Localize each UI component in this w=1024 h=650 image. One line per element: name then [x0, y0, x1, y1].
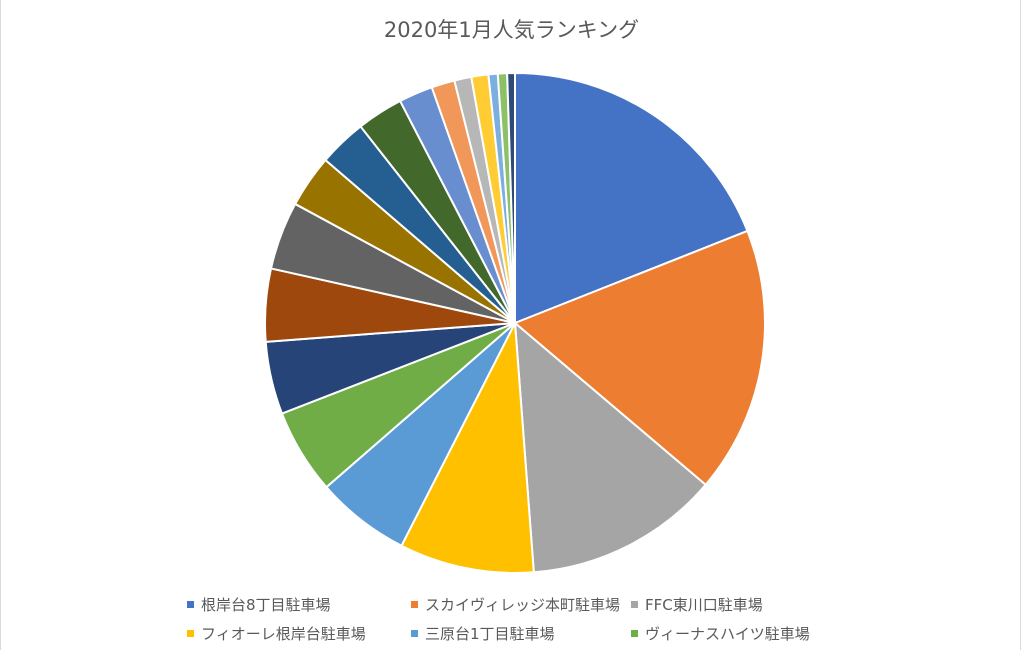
pie-slice-2 — [514, 229, 766, 486]
legend-swatch-2 — [411, 601, 418, 608]
legend-label-2: スカイヴィレッジ本町駐車場 — [425, 596, 621, 614]
legend-item-1: 根岸台8丁目駐車場 — [187, 596, 331, 614]
legend-swatch-1 — [187, 601, 194, 608]
pie-slice-19 — [506, 71, 516, 324]
legend-swatch-5 — [411, 630, 418, 637]
legend-item-3: FFC東川口駐車場 — [631, 596, 763, 614]
legend-label-5: 三原台1丁目駐車場 — [425, 625, 555, 643]
chart-title: 2020年1月人気ランキング — [383, 18, 640, 42]
legend-item-4: フィオーレ根岸台駐車場 — [187, 625, 366, 643]
legend-item-5: 三原台1丁目駐車場 — [411, 625, 555, 643]
legend-label-6: ヴィーナスハイツ駐車場 — [645, 625, 810, 643]
legend-item-6: ヴィーナスハイツ駐車場 — [631, 625, 810, 643]
legend-label-1: 根岸台8丁目駐車場 — [201, 596, 331, 614]
pie-slice-1 — [514, 72, 749, 324]
pie-slice-4 — [400, 322, 535, 574]
legend-label-3: FFC東川口駐車場 — [645, 596, 763, 614]
pie-slice-3 — [514, 322, 707, 574]
legend-swatch-6 — [631, 630, 638, 637]
legend-item-2: スカイヴィレッジ本町駐車場 — [411, 596, 620, 614]
legend-swatch-4 — [187, 630, 194, 637]
legend-swatch-3 — [631, 601, 638, 608]
legend-label-4: フィオーレ根岸台駐車場 — [201, 625, 366, 643]
